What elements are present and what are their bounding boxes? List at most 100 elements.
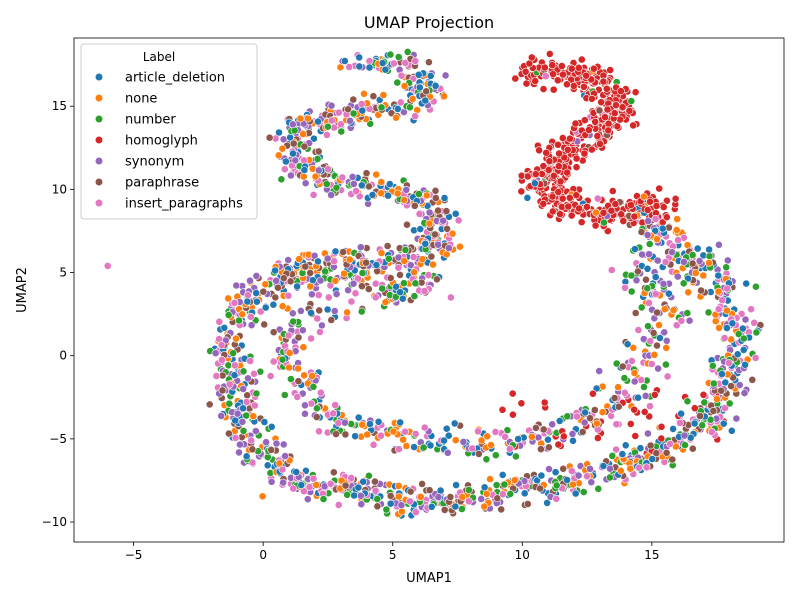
data-point-insert_paragraphs bbox=[278, 465, 287, 474]
data-point-number bbox=[403, 48, 412, 56]
data-point-paraphrase bbox=[224, 429, 233, 438]
data-point-article_deletion bbox=[669, 424, 677, 433]
data-point-insert_paragraphs bbox=[723, 284, 731, 293]
data-point-homoglyph bbox=[565, 193, 574, 202]
data-point-none bbox=[363, 430, 372, 439]
chart-title: UMAP Projection bbox=[364, 13, 494, 32]
data-point-paraphrase bbox=[727, 382, 735, 390]
data-point-insert_paragraphs bbox=[354, 274, 362, 283]
data-point-homoglyph bbox=[607, 206, 616, 215]
data-point-synonym bbox=[348, 172, 357, 181]
data-point-paraphrase bbox=[418, 479, 426, 488]
data-point-insert_paragraphs bbox=[612, 420, 621, 429]
data-point-insert_paragraphs bbox=[345, 63, 354, 71]
data-point-paraphrase bbox=[300, 142, 309, 151]
data-point-article_deletion bbox=[396, 288, 404, 297]
data-point-synonym bbox=[252, 271, 261, 280]
data-point-number bbox=[492, 481, 501, 489]
data-point-insert_paragraphs bbox=[377, 431, 385, 440]
data-point-homoglyph bbox=[540, 398, 549, 407]
data-point-number bbox=[235, 316, 243, 325]
data-point-insert_paragraphs bbox=[454, 216, 463, 225]
data-point-none bbox=[699, 271, 708, 280]
data-point-synonym bbox=[262, 438, 270, 447]
data-point-paraphrase bbox=[386, 491, 395, 500]
data-point-insert_paragraphs bbox=[394, 263, 403, 272]
data-point-synonym bbox=[641, 391, 650, 400]
data-point-insert_paragraphs bbox=[269, 357, 278, 366]
data-point-homoglyph bbox=[630, 405, 639, 414]
data-point-homoglyph bbox=[549, 171, 558, 180]
data-point-homoglyph bbox=[545, 157, 554, 166]
data-point-paraphrase bbox=[362, 258, 370, 267]
data-point-none bbox=[527, 432, 536, 441]
data-point-synonym bbox=[723, 256, 732, 265]
data-point-paraphrase bbox=[362, 169, 371, 178]
data-point-none bbox=[285, 349, 294, 357]
data-point-article_deletion bbox=[261, 303, 270, 312]
data-point-homoglyph bbox=[564, 202, 573, 211]
data-point-none bbox=[331, 276, 340, 285]
data-point-none bbox=[614, 383, 622, 392]
data-point-number bbox=[640, 383, 648, 391]
data-point-synonym bbox=[288, 120, 297, 129]
data-point-homoglyph bbox=[626, 419, 635, 428]
data-point-homoglyph bbox=[517, 187, 526, 196]
data-point-insert_paragraphs bbox=[347, 297, 356, 306]
data-point-number bbox=[552, 481, 561, 490]
data-point-synonym bbox=[356, 243, 365, 252]
data-point-number bbox=[709, 379, 718, 388]
data-point-homoglyph bbox=[617, 210, 626, 219]
data-point-article_deletion bbox=[599, 462, 608, 470]
data-point-number bbox=[643, 284, 652, 293]
data-point-number bbox=[322, 180, 331, 188]
data-point-insert_paragraphs bbox=[337, 120, 345, 129]
data-point-none bbox=[224, 294, 233, 303]
data-point-paraphrase bbox=[427, 252, 436, 261]
data-point-synonym bbox=[580, 418, 589, 427]
data-point-number bbox=[280, 391, 289, 399]
data-point-number bbox=[500, 480, 509, 489]
data-point-number bbox=[563, 412, 572, 421]
data-point-homoglyph bbox=[572, 191, 581, 200]
data-point-synonym bbox=[233, 409, 242, 418]
data-point-none bbox=[311, 172, 320, 181]
data-point-number bbox=[313, 154, 322, 163]
data-point-homoglyph bbox=[542, 148, 551, 157]
data-point-insert_paragraphs bbox=[225, 380, 234, 389]
data-point-none bbox=[300, 371, 308, 380]
data-point-homoglyph bbox=[548, 192, 557, 201]
data-point-homoglyph bbox=[662, 213, 671, 222]
data-point-insert_paragraphs bbox=[747, 305, 755, 314]
data-point-none bbox=[429, 260, 437, 269]
data-point-none bbox=[662, 343, 671, 352]
y-axis-label: UMAP2 bbox=[15, 267, 30, 313]
data-point-none bbox=[308, 372, 316, 380]
data-point-paraphrase bbox=[386, 274, 395, 282]
data-point-article_deletion bbox=[239, 404, 247, 413]
data-point-paraphrase bbox=[578, 427, 587, 436]
data-point-number bbox=[239, 426, 248, 435]
data-point-synonym bbox=[247, 321, 256, 330]
data-point-article_deletion bbox=[555, 416, 564, 425]
data-point-insert_paragraphs bbox=[642, 463, 651, 472]
data-point-paraphrase bbox=[432, 275, 441, 284]
data-point-synonym bbox=[434, 240, 442, 249]
data-point-insert_paragraphs bbox=[230, 298, 239, 307]
data-point-insert_paragraphs bbox=[327, 116, 336, 125]
data-point-none bbox=[626, 464, 635, 473]
data-point-article_deletion bbox=[690, 419, 699, 428]
data-point-insert_paragraphs bbox=[718, 296, 727, 305]
data-point-homoglyph bbox=[580, 82, 588, 91]
data-point-number bbox=[722, 263, 731, 272]
data-point-homoglyph bbox=[582, 71, 591, 80]
data-point-paraphrase bbox=[265, 133, 274, 142]
data-point-number bbox=[752, 282, 760, 291]
data-point-none bbox=[480, 502, 489, 511]
data-point-homoglyph bbox=[619, 217, 628, 225]
data-point-article_deletion bbox=[523, 193, 532, 202]
data-point-none bbox=[458, 493, 467, 501]
data-point-number bbox=[239, 367, 248, 376]
data-point-homoglyph bbox=[699, 390, 708, 399]
data-point-synonym bbox=[344, 286, 352, 295]
